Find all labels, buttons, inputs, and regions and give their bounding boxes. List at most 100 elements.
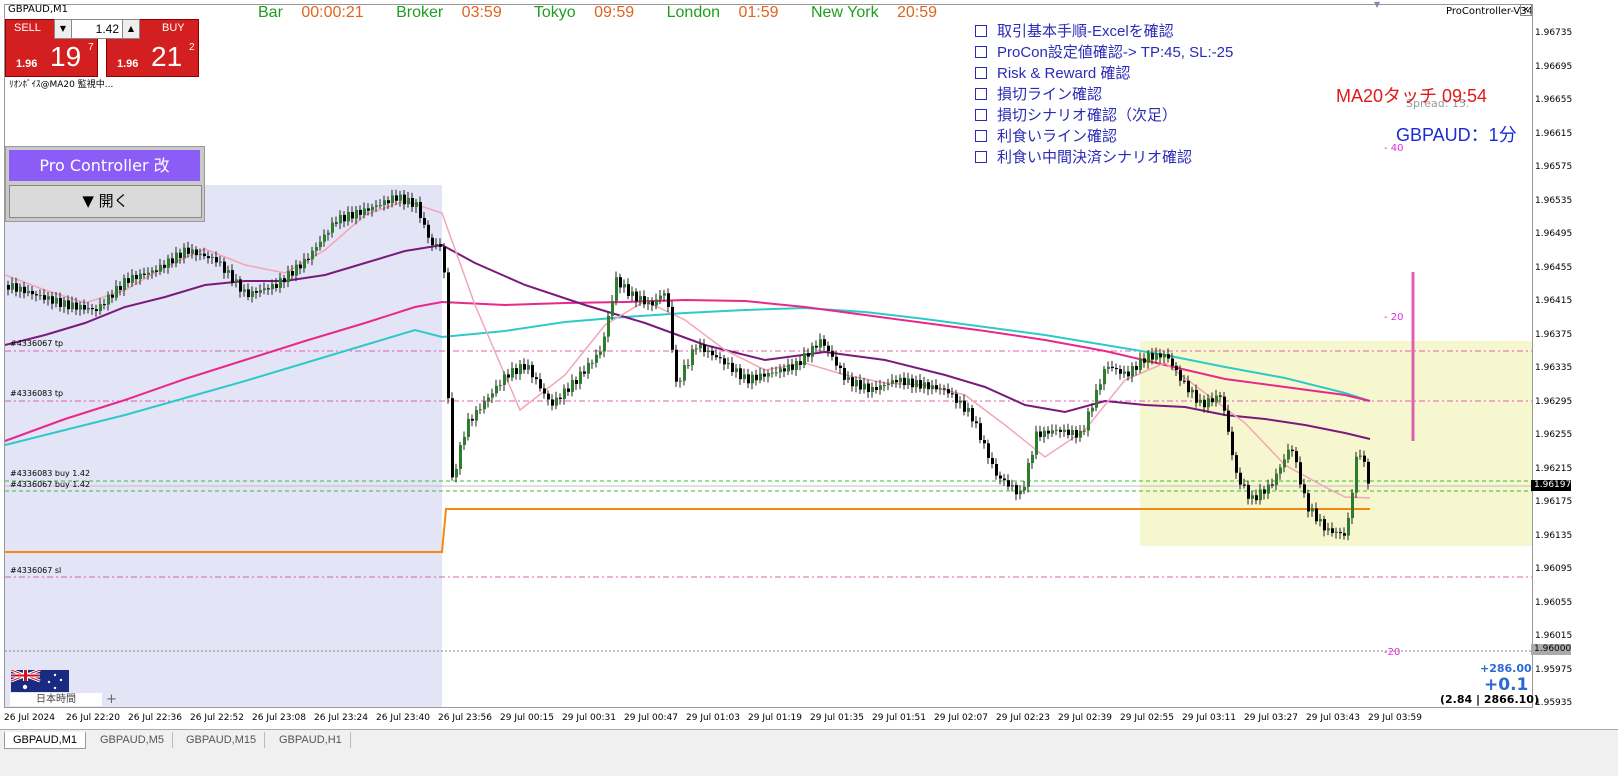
candle-body: [1055, 429, 1058, 431]
time-axis-label: 29 Jul 00:31: [562, 713, 616, 723]
candle-body: [775, 372, 778, 374]
timezone-label[interactable]: 日本時間: [10, 693, 102, 706]
candle-body: [123, 278, 126, 290]
candle-body: [1227, 410, 1230, 432]
price-axis-label: 1.96455: [1535, 262, 1573, 273]
time-axis-label: 26 Jul 22:20: [66, 713, 120, 723]
lot-increase-icon[interactable]: ▲: [122, 20, 139, 38]
candle-body: [311, 250, 314, 260]
checkbox-icon[interactable]: [975, 87, 987, 100]
candle-body: [99, 304, 102, 312]
checkbox-icon[interactable]: [975, 108, 987, 121]
checklist-item[interactable]: 損切ライン確認: [975, 83, 1233, 104]
candle-body: [139, 273, 142, 280]
pro-controller-title[interactable]: Pro Controller 改: [9, 150, 200, 181]
tab-gbpaud-m1[interactable]: GBPAUD,M1: [4, 732, 86, 749]
candle-body: [471, 418, 474, 421]
tab-gbpaud-m15[interactable]: GBPAUD,M15: [178, 732, 266, 748]
time-axis-label: 29 Jul 03:59: [1368, 713, 1422, 723]
time-axis-label: 29 Jul 01:35: [810, 713, 864, 723]
candle-body: [1251, 495, 1254, 499]
candle-body: [923, 382, 926, 389]
tab-gbpaud-m5[interactable]: GBPAUD,M5: [92, 732, 173, 748]
candle-body: [659, 295, 662, 300]
candle-body: [935, 385, 938, 390]
candle-body: [1083, 430, 1086, 432]
candles: [7, 189, 1370, 541]
checklist-item[interactable]: 利食いライン確認: [975, 125, 1233, 146]
candle-body: [115, 286, 118, 298]
checkbox-icon[interactable]: [975, 150, 987, 163]
checklist-item[interactable]: ProCon設定値確認-> TP:45, SL:-25: [975, 41, 1233, 62]
checklist-item[interactable]: Risk & Reward 確認: [975, 62, 1233, 83]
candle-body: [1051, 430, 1054, 434]
candle-body: [323, 234, 326, 242]
candle-body: [643, 296, 646, 305]
time-axis-label: 29 Jul 01:03: [686, 713, 740, 723]
candle-body: [1015, 485, 1018, 495]
checklist-item[interactable]: 利食い中間決済シナリオ確認: [975, 146, 1233, 167]
checkbox-icon[interactable]: [975, 24, 987, 37]
candle-body: [91, 307, 94, 310]
candle-body: [767, 373, 770, 377]
order-tp1-label: #4336067 tp: [10, 339, 64, 348]
candle-body: [843, 367, 846, 380]
candle-body: [439, 243, 442, 247]
candle-body: [207, 256, 210, 259]
candle-body: [1039, 431, 1042, 437]
candle-body: [943, 388, 946, 390]
candle-body: [1047, 430, 1050, 434]
candle-body: [443, 246, 446, 273]
candle-body: [891, 380, 894, 384]
checkbox-icon[interactable]: [975, 45, 987, 58]
candle-body: [619, 277, 622, 288]
candle-body: [451, 398, 454, 478]
lot-input[interactable]: 1.42: [95, 22, 119, 36]
indicator-close-icon[interactable]: ✕: [1520, 4, 1532, 16]
chart-area[interactable]: [4, 4, 1533, 708]
candle-body: [887, 383, 890, 386]
candle-body: [963, 400, 966, 412]
candle-body: [1027, 463, 1030, 487]
candle-body: [1147, 353, 1150, 363]
candle-body: [19, 286, 22, 292]
candle-body: [975, 421, 978, 424]
candle-body: [1223, 396, 1226, 411]
candle-body: [903, 377, 906, 386]
candle-body: [1091, 407, 1094, 412]
candle-body: [1063, 429, 1066, 432]
zone-shade: [1140, 341, 1532, 546]
checkbox-icon[interactable]: [975, 66, 987, 79]
timezone-add-icon[interactable]: +: [106, 692, 117, 707]
candle-body: [171, 258, 174, 264]
candle-body: [1191, 389, 1194, 393]
trade-checklist: 取引基本手順-Excelを確認 ProCon設定値確認-> TP:45, SL:…: [975, 20, 1233, 167]
candle-body: [23, 286, 26, 294]
checkbox-icon[interactable]: [975, 129, 987, 142]
entry-line: [5, 508, 1370, 553]
candle-body: [51, 296, 54, 304]
candle-body: [235, 279, 238, 283]
candle-body: [511, 368, 514, 378]
candle-body: [1111, 366, 1114, 369]
checklist-item[interactable]: 取引基本手順-Excelを確認: [975, 20, 1233, 41]
candle-body: [955, 393, 958, 403]
candle-body: [1335, 531, 1338, 533]
price-axis-label: 1.96135: [1535, 530, 1573, 541]
candle-body: [647, 301, 650, 305]
checklist-item[interactable]: 損切シナリオ確認（次足）: [975, 104, 1233, 125]
time-axis-label: 29 Jul 01:19: [748, 713, 802, 723]
candle-body: [67, 300, 70, 310]
lot-decrease-icon[interactable]: ▼: [55, 20, 72, 38]
lot-stepper[interactable]: ▼ 1.42 ▲: [54, 19, 140, 39]
candle-body: [411, 197, 414, 207]
candle-body: [147, 272, 150, 275]
time-axis-label: 26 Jul 23:56: [438, 713, 492, 723]
tab-gbpaud-h1[interactable]: GBPAUD,H1: [271, 732, 351, 748]
candle-body: [611, 300, 614, 316]
candle-body: [1087, 411, 1090, 431]
price-axis-label: 1.96535: [1535, 195, 1573, 206]
pro-controller-open-button[interactable]: ▼ 開く: [9, 185, 202, 218]
candle-body: [735, 368, 738, 373]
scroll-marker-icon[interactable]: ▼: [1374, 0, 1381, 9]
